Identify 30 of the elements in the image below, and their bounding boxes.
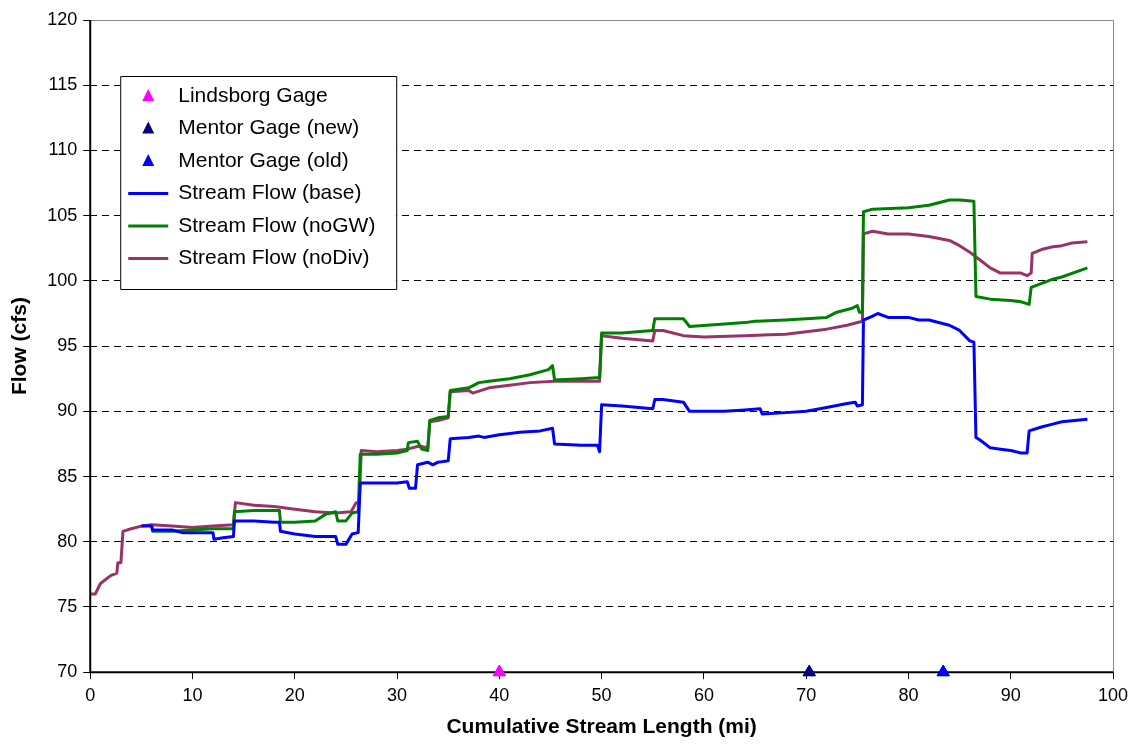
x-tick-label: 70	[796, 684, 817, 705]
x-tick-label: 50	[591, 684, 612, 705]
x-tick-label: 10	[182, 684, 203, 705]
y-tick-label: 115	[48, 74, 78, 95]
y-tick-label: 85	[57, 465, 78, 486]
x-tick-label: 60	[693, 684, 714, 705]
x-axis-title: Cumulative Stream Length (mi)	[446, 714, 757, 738]
y-tick-label: 75	[57, 595, 78, 616]
y-tick-label: 95	[57, 335, 78, 356]
x-tick-label: 90	[1000, 684, 1021, 705]
y-tick-label: 120	[47, 8, 78, 29]
legend-label: Lindsborg Gage	[178, 82, 328, 106]
y-tick-label: 70	[57, 661, 78, 682]
x-tick-label: 20	[284, 684, 305, 705]
y-tick-label: 100	[47, 269, 78, 290]
y-tick-label: 90	[57, 400, 78, 421]
x-tick-label: 0	[85, 684, 96, 705]
x-tick-label: 40	[489, 684, 510, 705]
legend-label: Stream Flow (noDiv)	[178, 245, 370, 269]
legend-label: Stream Flow (base)	[178, 180, 362, 204]
x-tick-label: 100	[1097, 684, 1129, 705]
legend-label: Stream Flow (noGW)	[178, 212, 376, 236]
y-tick-label: 110	[48, 139, 78, 160]
x-tick-label: 30	[387, 684, 408, 705]
legend-label: Mentor Gage (old)	[178, 147, 349, 171]
y-tick-label: 105	[47, 204, 78, 225]
legend-label: Mentor Gage (new)	[178, 115, 360, 139]
y-tick-label: 80	[57, 530, 78, 551]
y-axis-title: Flow (cfs)	[7, 297, 31, 396]
x-tick-label: 80	[898, 684, 919, 705]
